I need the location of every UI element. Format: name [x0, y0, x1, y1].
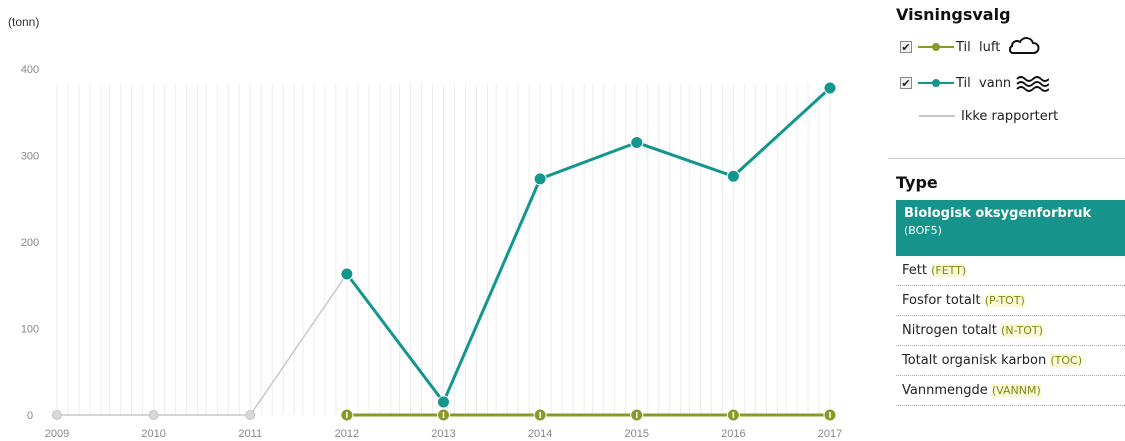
- x-tick-label: 2015: [625, 428, 649, 440]
- x-tick-label: 2017: [818, 428, 842, 440]
- data-point: [823, 81, 837, 95]
- data-point: [630, 136, 644, 150]
- cloud-icon: [1009, 37, 1040, 54]
- type-item-fosfor-totalt[interactable]: Fosfor totalt (P-TOT): [896, 286, 1125, 316]
- type-code: (TOC): [1050, 354, 1083, 367]
- data-point: [148, 410, 159, 420]
- chart-grid: [56, 84, 831, 415]
- type-item-vannmengde[interactable]: Vannmengde (VANNM): [896, 376, 1125, 406]
- type-name: Nitrogen totalt: [902, 323, 997, 338]
- data-point: [52, 410, 62, 420]
- type-item-selected[interactable]: Biologisk oksygenforbruk (BOF5): [896, 200, 1125, 256]
- legend-ikke-rapportert: Ikke rapportert: [919, 106, 1058, 126]
- y-tick-label: 0: [27, 410, 33, 422]
- type-item-totalt-organisk-karbon[interactable]: Totalt organisk karbon (TOC): [896, 346, 1125, 376]
- series-points: [52, 81, 837, 422]
- x-tick-label: 2011: [238, 428, 262, 440]
- data-point: [437, 395, 450, 409]
- x-tick-label: 2009: [45, 428, 69, 440]
- x-axis-ticks: 2009 2010 2011 2012 2013 2014 2015 2016 2017: [45, 428, 842, 440]
- ikke-rapportert-line-swatch: [919, 115, 955, 117]
- data-point: [533, 172, 547, 186]
- type-code: (N-TOT): [1001, 324, 1043, 337]
- line-chart: (tonn) 0 100 200 300 400 2009 2010 2011 2012 201…: [8, 15, 842, 440]
- til-vann-line-swatch: [918, 79, 954, 87]
- y-tick-label: 300: [21, 151, 39, 163]
- type-item-nitrogen-totalt[interactable]: Nitrogen totalt (N-TOT): [896, 316, 1125, 346]
- data-point: [726, 169, 740, 183]
- til-vann-checkbox[interactable]: ✔: [900, 77, 912, 90]
- x-tick-label: 2013: [431, 428, 455, 440]
- selected-type-code: (BOF5): [904, 224, 942, 237]
- til-vann-label: Til vann: [956, 75, 1012, 91]
- ikke-rapportert-label: Ikke rapportert: [961, 108, 1059, 124]
- y-tick-label: 400: [21, 64, 39, 76]
- selected-type-name: Biologisk oksygenforbruk: [904, 206, 1092, 221]
- series-line-ikke-rapportert: [57, 273, 348, 416]
- type-name: Fosfor totalt: [902, 293, 981, 308]
- x-tick-label: 2010: [141, 428, 165, 440]
- type-name: Vannmengde: [902, 383, 988, 398]
- type-code: (P-TOT): [984, 294, 1025, 307]
- legend-til-luft[interactable]: ✔ Til luft: [900, 37, 1040, 57]
- til-luft-label: Til luft: [956, 39, 1001, 55]
- type-code: (FETT): [931, 264, 967, 277]
- y-axis-ticks: 0 100 200 300 400: [21, 64, 39, 422]
- water-waves-icon: [1016, 76, 1050, 92]
- til-luft-line-swatch: [918, 43, 954, 51]
- visningsvalg-heading: Visningsvalg: [896, 5, 1011, 24]
- series-line-til-vann: [345, 86, 832, 405]
- type-name: Fett: [902, 263, 927, 278]
- series-lines: [57, 86, 832, 417]
- type-item-fett[interactable]: Fett (FETT): [896, 256, 1125, 286]
- x-tick-label: 2014: [528, 428, 552, 440]
- panel-divider: [888, 158, 1125, 159]
- x-tick-label: 2016: [721, 428, 745, 440]
- side-panel: Visningsvalg ✔ Til luft ✔ Til vann Ikke …: [888, 0, 1125, 441]
- y-tick-label: 200: [21, 237, 39, 249]
- x-tick-label: 2012: [335, 428, 359, 440]
- type-name: Totalt organisk karbon: [902, 353, 1047, 368]
- data-point: [340, 267, 354, 281]
- y-tick-label: 100: [21, 324, 39, 336]
- y-unit-label: (tonn): [8, 15, 39, 29]
- type-heading: Type: [896, 173, 938, 192]
- til-luft-checkbox[interactable]: ✔: [900, 41, 912, 54]
- type-code: (VANNM): [991, 384, 1041, 397]
- data-point: [245, 410, 256, 420]
- legend-til-vann[interactable]: ✔ Til vann: [900, 73, 1050, 93]
